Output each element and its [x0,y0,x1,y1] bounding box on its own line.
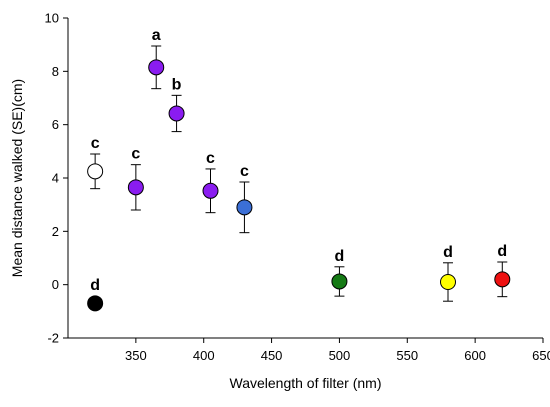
significance-letter: d [497,243,507,260]
data-point-group: d [494,243,511,298]
significance-letter: b [172,76,182,93]
x-tick-label: 600 [464,348,486,363]
data-point [236,199,253,216]
y-tick-label: -2 [47,331,59,346]
data-point [127,179,144,196]
data-point [202,182,219,199]
data-point [331,273,348,290]
data-series: d c c a b c c d d d [87,27,511,312]
significance-letter: c [240,163,249,180]
x-tick-label: 650 [532,348,550,363]
data-point-group: d [87,277,104,312]
data-point-group: d [440,244,456,302]
data-point [148,59,165,76]
x-axis-title: Wavelength of filter (nm) [230,375,382,391]
y-tick-label: 8 [52,64,59,79]
significance-letter: c [206,150,215,167]
significance-letter: c [131,146,140,163]
y-tick-label: 2 [52,224,59,239]
data-point-group: a [148,27,165,90]
x-ticks: 350 400 450 500 550 600 650 [125,338,550,363]
data-point-group: c [127,146,144,211]
data-point [87,163,104,180]
y-tick-label: 10 [45,11,59,26]
data-point-group: c [87,135,104,190]
y-tick-label: 6 [52,117,59,132]
data-point-group: b [168,76,185,133]
y-tick-label: 0 [52,277,59,292]
data-point-group: c [202,150,219,214]
x-tick-label: 500 [329,348,351,363]
data-point-group: d [331,248,348,297]
y-ticks: -2 0 2 4 6 8 10 [45,11,68,346]
significance-letter: a [152,27,161,44]
x-tick-label: 350 [125,348,147,363]
x-tick-label: 450 [261,348,283,363]
significance-letter: d [443,244,453,261]
axes [67,18,543,339]
data-point-group: c [236,163,253,234]
y-axis-title: Mean distance walked (SE)(cm) [9,79,25,277]
significance-letter: d [335,248,345,265]
significance-letter: d [90,277,100,294]
data-point [494,271,511,288]
x-tick-label: 550 [396,348,418,363]
x-tick-label: 400 [193,348,215,363]
significance-letter: c [91,135,100,152]
data-point [168,105,185,122]
data-point [87,295,104,312]
y-tick-label: 4 [52,171,59,186]
data-point [440,274,456,290]
